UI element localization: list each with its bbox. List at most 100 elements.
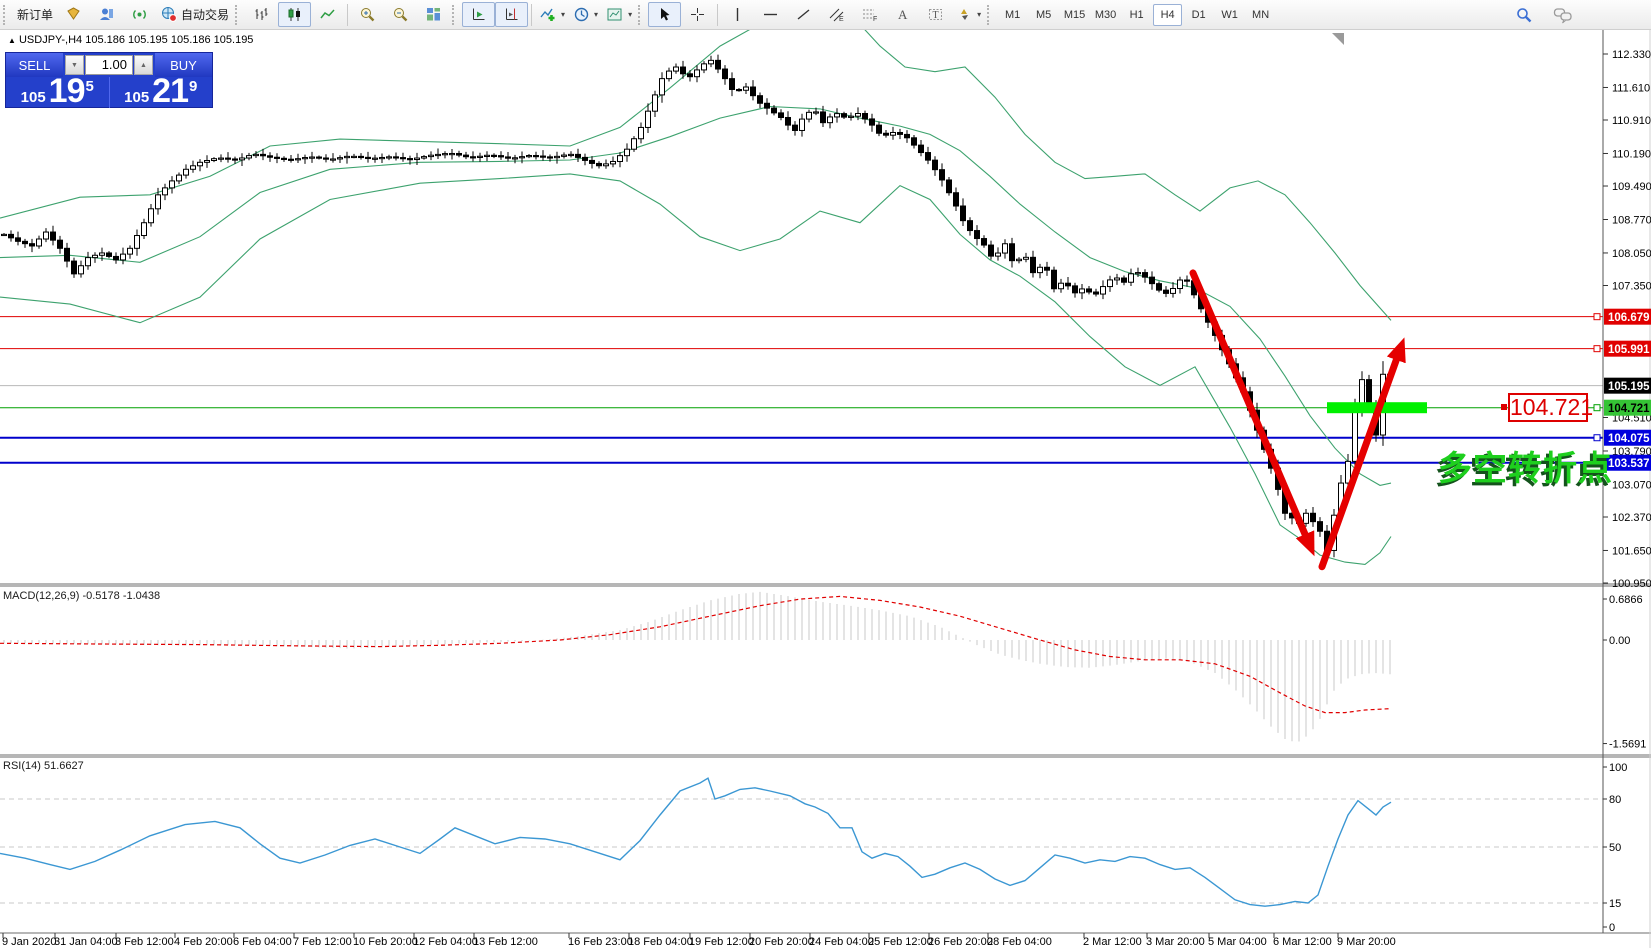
svg-text:0.6866: 0.6866 [1609, 594, 1643, 606]
text-label-button[interactable]: T [919, 2, 952, 27]
time-label: 12 Feb 04:00 [413, 936, 478, 948]
chat-button[interactable] [1546, 2, 1579, 27]
periods-icon [574, 7, 589, 22]
fibonacci-icon: F [862, 9, 877, 23]
dropdown-caret-icon[interactable]: ▾ [561, 10, 566, 19]
scroll-to-end-marker[interactable] [1332, 33, 1344, 45]
rsi-line [0, 777, 1392, 907]
toolbar-grip[interactable] [3, 4, 9, 25]
autotrading-button[interactable]: 自动交易 [156, 2, 233, 27]
macd-label: MACD(12,26,9) -0.5178 -1.0438 [3, 590, 161, 602]
signals-button[interactable] [123, 2, 156, 27]
time-label: 31 Jan 04:00 [54, 936, 118, 948]
dropdown-caret-icon[interactable]: ▾ [628, 10, 633, 19]
svg-text:F: F [873, 16, 877, 23]
sell-button[interactable]: SELL [6, 53, 63, 77]
timeframe-button-d1[interactable]: D1 [1191, 8, 1206, 21]
timeframe-button-h4[interactable]: H4 [1153, 3, 1183, 26]
time-label: 24 Feb 04:00 [809, 936, 874, 948]
price-box-annotation[interactable]: 104.721 [1508, 393, 1594, 422]
toolbar-grip[interactable] [987, 4, 993, 25]
crosshair-icon [691, 8, 705, 21]
svg-text:111.610: 111.610 [1612, 82, 1650, 94]
dropdown-caret-icon[interactable]: ▾ [977, 10, 982, 19]
timeframe-button-m15[interactable]: M15 [1063, 8, 1086, 21]
toolbar-grip[interactable] [638, 4, 644, 25]
svg-text:E: E [839, 16, 844, 23]
time-label: 2 Mar 12:00 [1083, 936, 1142, 948]
crosshair-button[interactable] [681, 2, 714, 27]
templates-button[interactable]: ▾ [602, 2, 636, 27]
time-label: 7 Feb 12:00 [293, 936, 352, 948]
new-order-button[interactable]: 新订单 [17, 8, 54, 22]
price-badge [1604, 429, 1651, 446]
fibonacci-button[interactable]: F [853, 2, 886, 27]
search-button[interactable] [1507, 2, 1540, 27]
volume-decrease-button[interactable]: ▼ [65, 55, 84, 75]
tile-windows-button[interactable] [417, 2, 450, 27]
macd-signal-line [0, 595, 1392, 714]
cursor-button[interactable] [648, 2, 682, 27]
price-box-handle[interactable] [1501, 404, 1507, 410]
volume-increase-button[interactable]: ▲ [134, 55, 153, 75]
timeframe-button-mn[interactable]: MN [1252, 8, 1270, 21]
indicators-button[interactable]: ▾ [535, 2, 569, 27]
chart-shift-icon [506, 8, 518, 20]
profile-button[interactable] [90, 2, 123, 27]
vertical-line-icon [736, 8, 739, 21]
zoom-out-button[interactable] [384, 2, 417, 27]
svg-text:A: A [898, 7, 908, 22]
sell-price[interactable]: 105 19 5 [6, 74, 109, 108]
chart-canvas[interactable]: 112.330 111.610 110.910 110.190 109.490 108.7… [0, 30, 1651, 948]
svg-text:108.050: 108.050 [1612, 248, 1651, 260]
line-chart-button[interactable] [311, 2, 344, 27]
price-badges: 106.679 105.991 105.195 104.721 104.075 103.5… [1604, 308, 1651, 471]
buy-price-sup: 9 [189, 78, 198, 95]
auto-scroll-button[interactable] [462, 2, 496, 27]
zoom-out-icon [394, 8, 408, 22]
text-button[interactable]: A [886, 2, 919, 27]
bar-chart-button[interactable] [245, 2, 278, 27]
timeframe-button-m5[interactable]: M5 [1035, 8, 1052, 21]
trendline-icon [797, 9, 810, 20]
timeframe-button-w1[interactable]: W1 [1221, 8, 1238, 21]
zoom-in-button[interactable] [351, 2, 384, 27]
turning-point-annotation[interactable]: 多空转折点 [1438, 450, 1613, 488]
buy-button[interactable]: BUY [155, 53, 212, 77]
candlestick-button[interactable] [278, 2, 312, 27]
trend-arrows[interactable] [1189, 269, 1406, 571]
equidistant-channel-icon: E [829, 8, 844, 23]
time-label: 13 Feb 12:00 [473, 936, 538, 948]
symbol-header: ▲ USDJPY-,H4 105.186 105.195 105.186 105… [8, 34, 253, 46]
chart-shift-button[interactable] [495, 2, 529, 27]
periods-button[interactable]: ▾ [569, 2, 602, 27]
order-history-button[interactable] [57, 2, 90, 27]
horizontal-line-button[interactable] [754, 2, 787, 27]
timeframe-button-m30[interactable]: M30 [1094, 8, 1117, 21]
toolbar-grip[interactable] [235, 4, 241, 25]
svg-text:0: 0 [1609, 922, 1615, 934]
symbol-marker-icon: ▲ [8, 36, 16, 45]
trendline-button[interactable] [787, 2, 820, 27]
svg-text:101.650: 101.650 [1612, 545, 1651, 557]
buy-price[interactable]: 105 21 9 [108, 74, 213, 108]
svg-text:105.195: 105.195 [1608, 381, 1650, 393]
toolbar-grip[interactable] [452, 4, 458, 25]
pane-dividers[interactable] [0, 30, 1651, 948]
vertical-line-button[interactable] [721, 2, 754, 27]
timeframe-button-m1[interactable]: M1 [1004, 8, 1021, 21]
volume-input[interactable]: 1.00 [85, 55, 133, 75]
equidistant-channel-button[interactable]: E [820, 2, 853, 27]
svg-text:110.910: 110.910 [1612, 115, 1651, 127]
svg-text:108.770: 108.770 [1612, 214, 1651, 226]
svg-text:-1.5691: -1.5691 [1609, 739, 1646, 751]
timeframe-button-h1[interactable]: H1 [1129, 8, 1144, 21]
arrows-button[interactable]: ▾ [952, 2, 985, 27]
dropdown-caret-icon[interactable]: ▾ [594, 10, 599, 19]
sell-price-prefix: 105 [20, 88, 46, 106]
autotrading-icon [162, 7, 177, 22]
time-label: 16 Feb 23:00 [568, 936, 633, 948]
price-badge [1604, 454, 1651, 471]
